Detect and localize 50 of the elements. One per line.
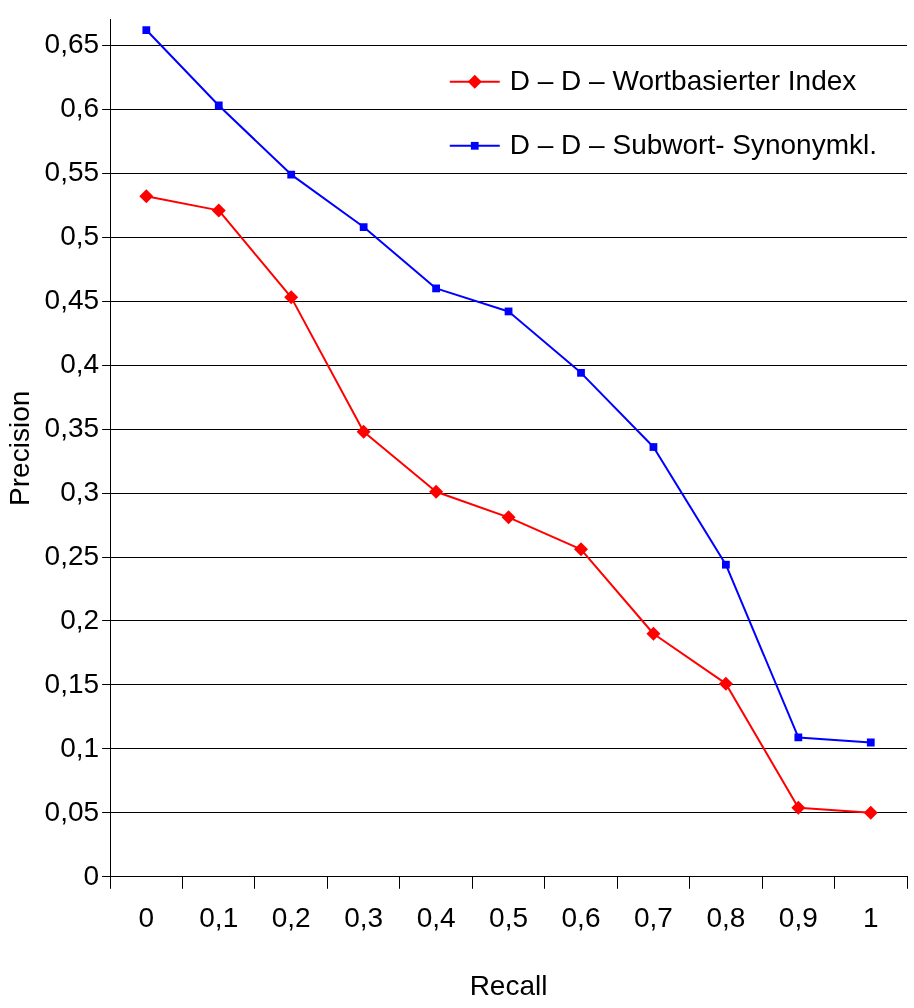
y-tick-label: 0,1	[60, 731, 100, 763]
point	[501, 510, 516, 525]
y-tick-label: 0,05	[44, 795, 100, 827]
point	[287, 170, 296, 179]
x-tick-label: 0,8	[706, 902, 746, 934]
x-tick-label: 0,3	[344, 902, 384, 934]
point	[142, 26, 151, 34]
y-tick-label: 0,6	[60, 92, 100, 124]
y-tick-label: 0,2	[60, 603, 100, 635]
point	[356, 424, 371, 439]
x-tick-label: 0,9	[778, 902, 818, 934]
point	[791, 800, 806, 815]
y-tick-label: 0,35	[44, 411, 100, 443]
y-tick-label: 0,15	[44, 667, 100, 699]
y-tick-label: 0,65	[44, 28, 100, 60]
point	[863, 805, 878, 820]
point	[139, 189, 154, 204]
legend-label: D – D – Subwort- Synonymkl.	[509, 128, 878, 160]
y-tick-label: 0,5	[60, 219, 100, 251]
legend-label: D – D – Wortbasierter Index	[509, 64, 857, 96]
point	[577, 368, 585, 377]
x-tick-label: 1	[862, 902, 879, 934]
point	[432, 284, 440, 293]
point	[359, 223, 368, 231]
y-tick-label: 0,4	[60, 347, 100, 379]
x-tick-label: 0,7	[633, 902, 673, 934]
x-tick-label: 0,6	[561, 902, 601, 934]
point	[573, 542, 588, 557]
y-tick-label: 0,55	[44, 156, 100, 188]
x-tick-label: 0,2	[271, 902, 311, 934]
x-tick-label: 0	[138, 902, 155, 934]
point	[794, 733, 803, 742]
x-tick-label: 0,1	[199, 902, 239, 934]
point	[214, 101, 223, 110]
y-axis-title: Precision	[3, 390, 35, 506]
point	[722, 560, 730, 569]
point	[646, 626, 661, 641]
x-tick-label: 0,5	[489, 902, 529, 934]
y-tick-label: 0,45	[44, 283, 100, 315]
point	[649, 443, 658, 451]
y-tick-label: 0,25	[44, 539, 100, 571]
y-tick-label: 0	[83, 859, 100, 891]
y-tick-label: 0,3	[60, 475, 100, 507]
point	[211, 203, 226, 218]
x-tick-label: 0,4	[416, 902, 456, 934]
point	[284, 290, 299, 305]
point	[866, 738, 875, 747]
point	[429, 484, 444, 499]
point	[718, 676, 733, 691]
x-axis-title: Recall	[469, 969, 548, 1001]
